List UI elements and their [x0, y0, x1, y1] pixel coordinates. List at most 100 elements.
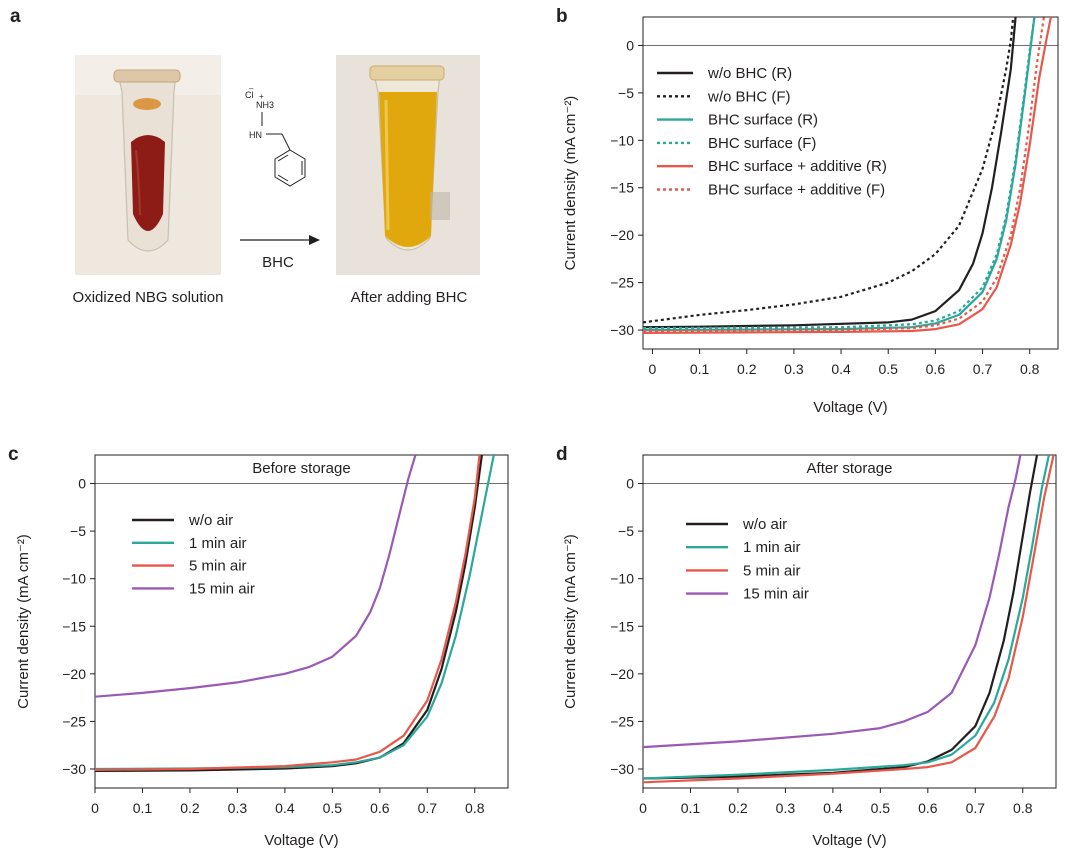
tube-cap — [113, 69, 181, 83]
tube-highlight — [135, 149, 141, 216]
y-tick-label: −10 — [610, 132, 634, 148]
x-tick-label: 0.1 — [690, 361, 710, 377]
y-axis-label: Current density (mA cm⁻²) — [15, 534, 32, 709]
legend-label: BHC surface + additive (F) — [708, 182, 885, 199]
y-tick-label: −10 — [62, 571, 86, 587]
x-tick-label: 0 — [639, 800, 647, 816]
y-tick-label: −20 — [62, 666, 86, 682]
x-tick-label: 0.3 — [228, 800, 248, 816]
caption-after-bhc: After adding BHC — [351, 289, 468, 306]
x-tick-label: 0.8 — [1013, 800, 1033, 816]
legend-label: 15 min air — [743, 586, 809, 603]
series-group — [643, 17, 1052, 334]
y-tick-label: 0 — [78, 476, 86, 492]
x-tick-label: 0.2 — [737, 361, 757, 377]
photo-after-bhc — [336, 55, 480, 275]
y-tick-label: −5 — [618, 523, 634, 539]
legend-label: w/o BHC (F) — [707, 88, 791, 105]
x-tick-label: 0.6 — [370, 800, 390, 816]
x-tick-label: 0.1 — [681, 800, 701, 816]
panel-letter-c: c — [8, 444, 19, 465]
x-tick-label: 0.5 — [871, 800, 891, 816]
panel-a: a Oxidized NBG solution After adding BHC… — [10, 6, 480, 306]
series-group — [95, 455, 495, 773]
chart-title: After storage — [807, 460, 893, 477]
y-tick-label: −15 — [610, 618, 634, 634]
x-tick-label: 0.4 — [823, 800, 843, 816]
x-axis-label: Voltage (V) — [813, 399, 887, 416]
x-tick-label: 0.5 — [878, 361, 898, 377]
ammonium-charge: + — [259, 92, 264, 101]
series-line — [643, 17, 1017, 329]
double-bond — [277, 154, 289, 162]
x-tick-label: 0.1 — [133, 800, 153, 816]
legend-label: 15 min air — [189, 580, 255, 597]
series-line — [95, 455, 481, 771]
x-tick-label: 0.8 — [1020, 361, 1040, 377]
legend-label: w/o air — [188, 512, 233, 529]
plot-frame — [94, 454, 509, 789]
panel-letter-b: b — [556, 6, 568, 27]
tube-highlight — [384, 99, 390, 231]
arrow-head — [309, 235, 320, 245]
y-tick-label: −5 — [70, 523, 86, 539]
legend-label: BHC surface + additive (R) — [708, 158, 887, 175]
amine-label: HN — [249, 130, 262, 140]
x-tick-label: 0.2 — [180, 800, 200, 816]
series-line — [643, 455, 1050, 780]
x-tick-label: 0.4 — [275, 800, 295, 816]
legend-label: BHC surface (F) — [708, 135, 816, 152]
x-tick-label: 0.2 — [728, 800, 748, 816]
y-tick-label: −25 — [610, 275, 634, 291]
x-tick-label: 0.7 — [966, 800, 986, 816]
x-tick-label: 0.7 — [973, 361, 993, 377]
yellow-solution — [379, 92, 437, 247]
chart-title: Before storage — [252, 460, 350, 477]
bond — [281, 133, 291, 151]
legend-label: 1 min air — [743, 539, 801, 556]
orange-meniscus — [133, 98, 161, 110]
red-solution — [131, 135, 165, 231]
y-tick-label: −20 — [610, 666, 634, 682]
x-axis-label: Voltage (V) — [264, 832, 338, 849]
chloride-charge: – — [249, 84, 254, 93]
x-tick-label: 0.3 — [784, 361, 804, 377]
photo-oxidized-nbg — [75, 55, 221, 275]
series-line — [643, 17, 1015, 324]
reaction-arrow — [240, 235, 320, 245]
x-tick-label: 0 — [649, 361, 657, 377]
legend-label: 1 min air — [189, 535, 247, 552]
x-tick-label: 0 — [91, 800, 99, 816]
x-tick-label: 0.6 — [926, 361, 946, 377]
x-tick-label: 0.8 — [465, 800, 485, 816]
x-tick-label: 0.3 — [776, 800, 796, 816]
series-group — [643, 455, 1055, 784]
plot-frame — [642, 16, 1059, 350]
legend-label: BHC surface (R) — [708, 112, 818, 129]
y-tick-label: −25 — [62, 713, 86, 729]
arrow-label: BHC — [262, 254, 294, 271]
y-axis-label: Current density (mA cm⁻²) — [562, 534, 579, 709]
y-tick-label: −5 — [618, 85, 634, 101]
y-tick-label: −30 — [610, 761, 634, 777]
x-tick-label: 0.4 — [831, 361, 851, 377]
series-line — [643, 455, 1055, 784]
panel-b: b 0 0.1 0.2 0.3 0.4 0.5 0.6 0.7 0.8 0 −5 −10 −15 −20 −2… — [556, 6, 1059, 416]
ammonium-label: NH3 — [256, 100, 274, 110]
y-tick-label: −20 — [610, 227, 634, 243]
y-tick-label: −30 — [62, 761, 86, 777]
bhc-molecule: Cl – NH3 + HN — [245, 84, 306, 187]
y-tick-label: −15 — [610, 180, 634, 196]
x-tick-label: 0.6 — [918, 800, 938, 816]
series-line — [643, 17, 1045, 333]
y-axis-label: Current density (mA cm⁻²) — [562, 96, 579, 271]
panel-c: c 0 0.1 0.2 0.3 0.4 0.5 0.6 0.7 0.8 0 −5 −10 −15 −20 −2… — [8, 444, 509, 849]
tube-cap — [369, 65, 445, 81]
y-tick-label: −10 — [610, 571, 634, 587]
panel-letter-a: a — [10, 6, 21, 27]
series-line — [643, 455, 1022, 749]
series-line — [95, 455, 417, 698]
y-tick-label: −15 — [62, 618, 86, 634]
y-tick-label: −30 — [610, 322, 634, 338]
